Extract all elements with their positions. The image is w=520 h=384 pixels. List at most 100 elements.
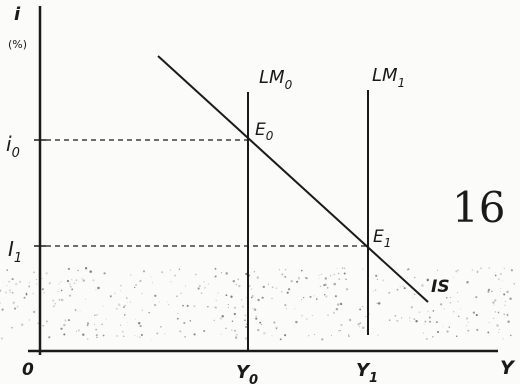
scan-speck (77, 269, 79, 272)
scan-speck (23, 296, 26, 299)
scan-speck (244, 314, 247, 317)
scan-speck (415, 319, 418, 323)
scan-speck (305, 318, 308, 320)
scan-speck (115, 307, 118, 310)
scan-speck (259, 321, 262, 324)
scan-speck (298, 276, 300, 279)
scan-speck (6, 285, 8, 287)
scan-speck (127, 302, 129, 304)
scan-speck (102, 334, 105, 337)
scan-speck (294, 308, 296, 310)
scan-speck (506, 290, 509, 294)
scan-speck (422, 332, 424, 334)
scan-speck (41, 288, 45, 291)
scan-speck (177, 312, 179, 314)
scan-speck (497, 331, 500, 333)
scan-speck (509, 334, 512, 337)
scan-speck (134, 318, 136, 320)
scan-speck (95, 289, 97, 291)
scan-speck (457, 269, 459, 271)
scan-speck (151, 282, 153, 284)
scan-speck (318, 274, 320, 276)
scan-speck (97, 286, 100, 290)
scan-speck (271, 297, 273, 299)
scan-speck (402, 285, 404, 287)
scan-speck (81, 278, 83, 280)
scan-speck (52, 304, 56, 308)
scan-speck (96, 314, 99, 316)
scan-speck (487, 331, 490, 334)
scan-speck (480, 267, 482, 269)
scan-speck (134, 335, 136, 337)
scan-speck (279, 338, 282, 341)
scan-speck (286, 291, 289, 294)
scan-speck (14, 282, 18, 286)
scan-speck (109, 295, 112, 298)
i0-label: i0 (6, 132, 20, 161)
scan-speck (207, 305, 209, 308)
scan-speck (76, 330, 78, 332)
scan-speck (437, 269, 439, 271)
scan-speck (235, 333, 238, 336)
scan-speck (219, 317, 222, 320)
scan-speck (388, 291, 391, 294)
scan-speck (290, 280, 293, 283)
scan-speck (497, 278, 500, 281)
scan-speck (432, 335, 434, 338)
scan-speck (513, 283, 515, 285)
scan-speck (377, 334, 379, 336)
scan-speck (150, 276, 152, 278)
scan-speck (268, 283, 269, 285)
scan-speck (45, 320, 48, 323)
page-number: 16 (452, 183, 505, 232)
scan-speck (345, 278, 347, 281)
scan-speck (261, 296, 264, 299)
scan-speck (166, 301, 169, 303)
scan-speck (453, 311, 455, 313)
scan-speck (298, 277, 301, 280)
scan-speck (11, 278, 14, 281)
scan-speck (241, 305, 244, 308)
scan-speck (134, 283, 138, 287)
scan-speck (63, 333, 66, 336)
scan-speck (340, 303, 343, 306)
scan-speck (348, 335, 350, 337)
scan-speck (95, 314, 97, 316)
scan-speck (295, 320, 298, 324)
scan-speck (406, 268, 409, 271)
scan-speck (426, 278, 430, 282)
scan-speck (503, 267, 505, 269)
scan-speck (251, 288, 253, 290)
scan-speck (428, 316, 431, 319)
scan-speck (66, 279, 70, 283)
scan-speck (233, 306, 237, 310)
scan-speck (89, 270, 92, 273)
scan-speck (504, 300, 506, 302)
scan-speck (319, 285, 322, 288)
scan-speck (164, 333, 166, 335)
scan-speck (503, 293, 506, 296)
scan-speck (457, 300, 459, 303)
scan-speck (119, 324, 121, 326)
scan-speck (82, 279, 85, 282)
scan-speck (330, 335, 332, 337)
scan-speck (403, 287, 406, 290)
scan-speck (424, 320, 427, 323)
scan-speck (67, 267, 70, 270)
scan-speck (130, 274, 132, 276)
scan-speck (78, 329, 80, 332)
scan-speck (245, 326, 248, 328)
scan-speck (257, 298, 260, 302)
scan-speck (376, 302, 378, 305)
scan-speck (339, 329, 341, 332)
scan-speck (68, 319, 70, 322)
i1-label: I1 (8, 237, 22, 266)
scan-speck (275, 287, 278, 289)
scan-speck (86, 324, 89, 327)
scan-speck (376, 278, 378, 281)
scan-speck (142, 270, 146, 273)
scan-speck (234, 336, 238, 339)
scan-speck (194, 273, 197, 276)
scan-speck (32, 310, 36, 314)
scan-speck (427, 310, 429, 312)
